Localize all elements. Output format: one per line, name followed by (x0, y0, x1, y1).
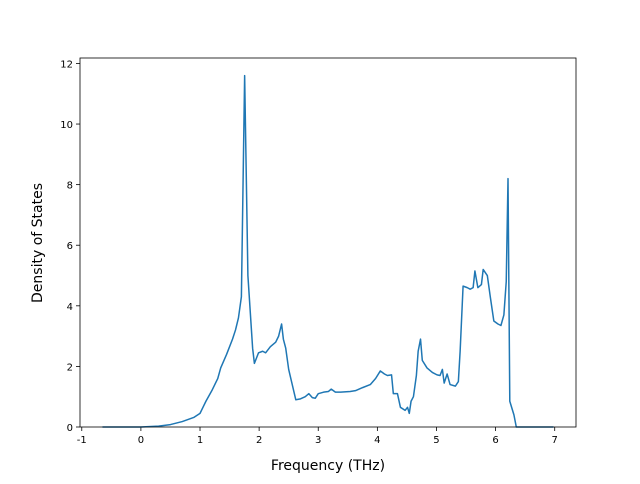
x-tick-label: 5 (433, 435, 439, 446)
y-tick-label: 4 (67, 302, 73, 313)
data-line (102, 74, 554, 428)
x-tick-label: 6 (492, 435, 498, 446)
x-axis-label: Frequency (THz) (271, 458, 385, 474)
x-tick-label: -1 (77, 435, 87, 446)
y-tick-label: 12 (60, 59, 73, 70)
x-tick-label: 3 (315, 435, 321, 446)
x-tick-label: 4 (374, 435, 380, 446)
x-tick-label: 2 (256, 435, 262, 446)
y-tick-label: 6 (67, 241, 73, 252)
x-tick-label: 7 (552, 435, 558, 446)
plot-frame (79, 57, 577, 428)
y-tick-label: 0 (67, 423, 73, 434)
y-tick-label: 8 (67, 181, 73, 192)
x-tick-label: 1 (197, 435, 203, 446)
y-axis-label: Density of States (30, 183, 46, 303)
y-tick-label: 10 (60, 120, 73, 131)
x-tick-label: 0 (138, 435, 144, 446)
y-tick-label: 2 (67, 362, 73, 373)
